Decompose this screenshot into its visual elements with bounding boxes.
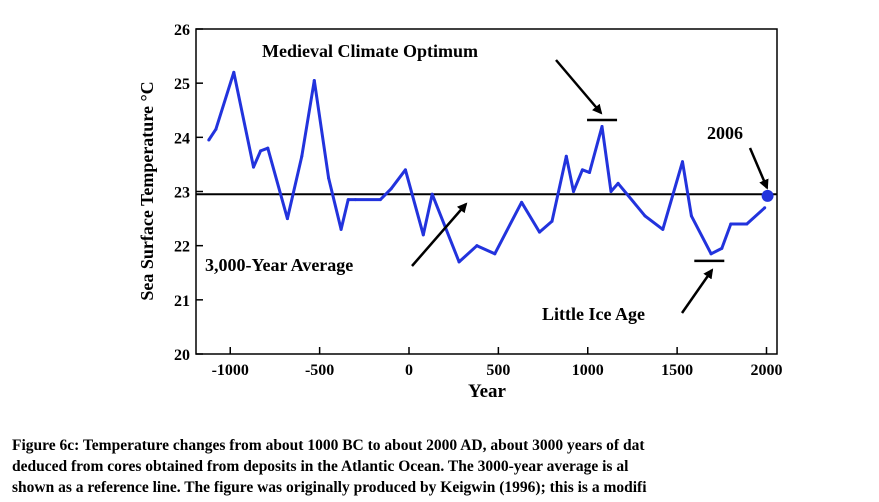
data-point: [430, 192, 434, 196]
data-point: [403, 168, 407, 172]
data-point: [763, 206, 767, 210]
data-point: [550, 219, 554, 223]
temperature-series-line: [207, 70, 766, 264]
data-point: [564, 154, 568, 158]
data-point: [571, 190, 575, 193]
annotation-3000-year-average: 3,000-Year Average: [205, 255, 353, 275]
data-point: [661, 227, 665, 231]
data-point: [457, 260, 461, 264]
data-point: [616, 181, 620, 185]
sea-surface-temperature-chart: 20 21 22 23 24 25 26 -1000 -500 0 500 1000 1500 2000…: [137, 22, 783, 402]
data-point: [421, 233, 425, 237]
y-tick-label: 20: [174, 347, 190, 364]
data-point: [745, 222, 749, 226]
data-point: [214, 127, 218, 131]
data-point: [378, 198, 382, 202]
x-tick-label: -1000: [212, 362, 249, 379]
data-point: [232, 70, 236, 74]
point-2006: [761, 189, 774, 202]
data-point: [720, 246, 724, 250]
data-point: [300, 154, 304, 158]
data-point: [680, 160, 684, 164]
plot-frame: [195, 28, 778, 355]
annotation-marks: [411, 59, 769, 314]
data-point: [709, 252, 713, 256]
annotation-little-ice-age: Little Ice Age: [542, 304, 645, 324]
x-tick-label: 1000: [572, 362, 604, 379]
y-tick-label: 23: [174, 185, 190, 202]
x-tick-label: 0: [405, 362, 413, 379]
x-tick-label: 2000: [751, 362, 783, 379]
data-point: [475, 244, 479, 248]
data-point: [327, 176, 331, 180]
data-point: [588, 171, 592, 175]
annotation-medieval-climate-optimum: Medieval Climate Optimum: [262, 41, 478, 61]
y-tick-label: 25: [174, 76, 190, 93]
caption-line: Figure 6c: Temperature changes from abou…: [12, 437, 645, 454]
x-axis-label: Year: [468, 381, 507, 402]
x-tick-label: -500: [305, 362, 334, 379]
y-tick-label: 26: [174, 22, 190, 39]
data-point: [537, 230, 541, 234]
annotation-2006: 2006: [707, 123, 743, 143]
x-tick-label: 1500: [661, 362, 693, 379]
data-point: [312, 78, 316, 82]
data-point: [520, 200, 524, 204]
y-tick-label: 22: [174, 239, 190, 256]
data-point: [285, 217, 289, 221]
medieval-arrow: [555, 59, 603, 115]
data-point: [609, 190, 613, 193]
data-point: [689, 214, 693, 218]
data-point: [353, 198, 357, 202]
data-point: [251, 165, 255, 169]
little-ice-age-arrow: [680, 268, 714, 314]
series-points: [207, 70, 767, 264]
data-point: [389, 187, 393, 191]
caption-line: deduced from cores obtained from deposit…: [12, 458, 629, 475]
data-point: [580, 168, 584, 172]
caption-line: shown as a reference line. The figure wa…: [12, 479, 647, 496]
x-tick-label: 500: [486, 362, 510, 379]
average-arrow: [411, 202, 468, 267]
data-point: [729, 222, 733, 226]
data-point: [600, 125, 604, 128]
y-tick-label: 24: [174, 130, 190, 147]
data-point: [259, 149, 263, 153]
x-axis: -1000 -500 0 500 1000 1500 2000: [212, 347, 783, 379]
data-point: [346, 198, 350, 202]
data-point: [339, 227, 343, 231]
data-point: [643, 214, 647, 218]
arrow-2006: [748, 147, 769, 190]
y-axis: 20 21 22 23 24 25 26: [174, 22, 203, 364]
data-point: [493, 252, 497, 256]
y-axis-label: Sea Surface Temperature °C: [137, 81, 157, 300]
data-point: [266, 146, 270, 150]
data-point: [207, 138, 211, 142]
y-tick-label: 21: [174, 293, 190, 310]
figure-caption: Figure 6c: Temperature changes from abou…: [12, 435, 879, 498]
